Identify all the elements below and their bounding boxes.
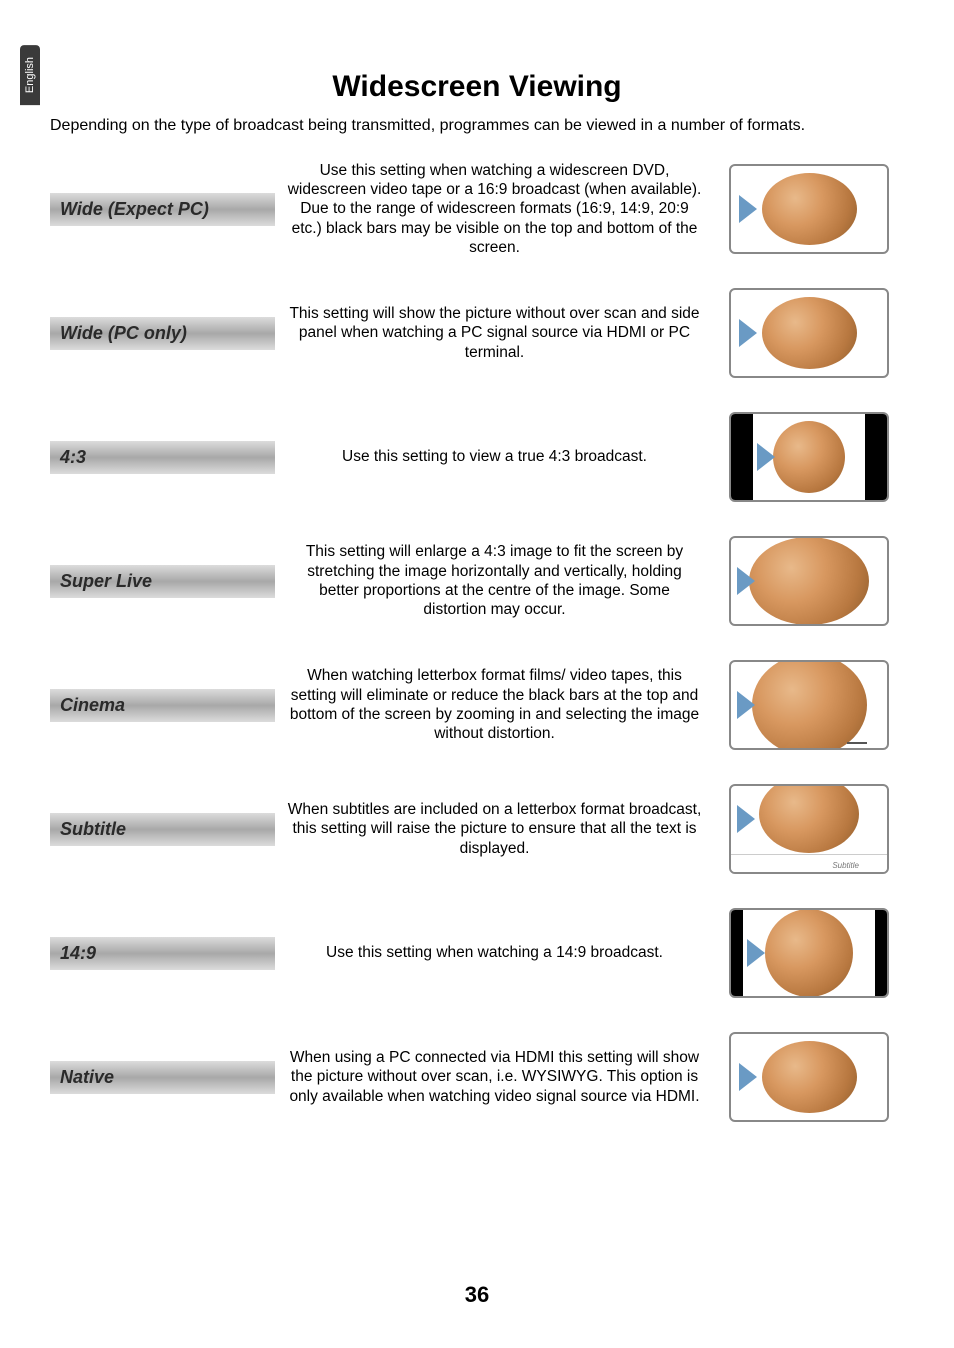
- format-icon-cell: [714, 536, 904, 626]
- format-description: When using a PC connected via HDMI this …: [275, 1048, 714, 1106]
- format-row: 4:3Use this setting to view a true 4:3 b…: [50, 402, 904, 512]
- format-description: When watching letterbox format films/ vi…: [275, 666, 714, 744]
- rows-container: Wide (Expect PC)Use this setting when wa…: [50, 154, 904, 1132]
- intro-text: Depending on the type of broadcast being…: [50, 116, 904, 136]
- format-description: This setting will enlarge a 4:3 image to…: [275, 542, 714, 620]
- format-icon-cell: [714, 660, 904, 750]
- format-description: Use this setting to view a true 4:3 broa…: [275, 447, 714, 466]
- format-icon-cell: [714, 164, 904, 254]
- format-description: Use this setting when watching a widescr…: [275, 161, 714, 258]
- format-label: Native: [50, 1061, 275, 1094]
- format-row: SubtitleWhen subtitles are included on a…: [50, 774, 904, 884]
- tv-icon: [729, 1032, 889, 1122]
- tv-icon: [729, 164, 889, 254]
- language-tab: English: [20, 45, 40, 105]
- format-row: NativeWhen using a PC connected via HDMI…: [50, 1022, 904, 1132]
- format-row: CinemaWhen watching letterbox format fil…: [50, 650, 904, 760]
- tv-icon: Subtitle: [729, 784, 889, 874]
- format-icon-cell: [714, 288, 904, 378]
- format-description: This setting will show the picture witho…: [275, 304, 714, 362]
- format-row: Wide (Expect PC)Use this setting when wa…: [50, 154, 904, 264]
- tv-icon: [729, 660, 889, 750]
- format-label: Cinema: [50, 689, 275, 722]
- format-icon-cell: [714, 908, 904, 998]
- format-label: Wide (PC only): [50, 317, 275, 350]
- format-label: 4:3: [50, 441, 275, 474]
- format-label: 14:9: [50, 937, 275, 970]
- tv-icon: [729, 288, 889, 378]
- format-label: Wide (Expect PC): [50, 193, 275, 226]
- page-number: 36: [0, 1282, 954, 1308]
- format-label: Super Live: [50, 565, 275, 598]
- page-title: Widescreen Viewing: [50, 70, 904, 104]
- format-row: 14:9Use this setting when watching a 14:…: [50, 898, 904, 1008]
- format-row: Super LiveThis setting will enlarge a 4:…: [50, 526, 904, 636]
- format-icon-cell: Subtitle: [714, 784, 904, 874]
- format-description: When subtitles are included on a letterb…: [275, 800, 714, 858]
- format-description: Use this setting when watching a 14:9 br…: [275, 943, 714, 962]
- tv-icon: [729, 908, 889, 998]
- format-label: Subtitle: [50, 813, 275, 846]
- format-row: Wide (PC only)This setting will show the…: [50, 278, 904, 388]
- format-icon-cell: [714, 1032, 904, 1122]
- tv-icon: [729, 412, 889, 502]
- format-icon-cell: [714, 412, 904, 502]
- tv-icon: [729, 536, 889, 626]
